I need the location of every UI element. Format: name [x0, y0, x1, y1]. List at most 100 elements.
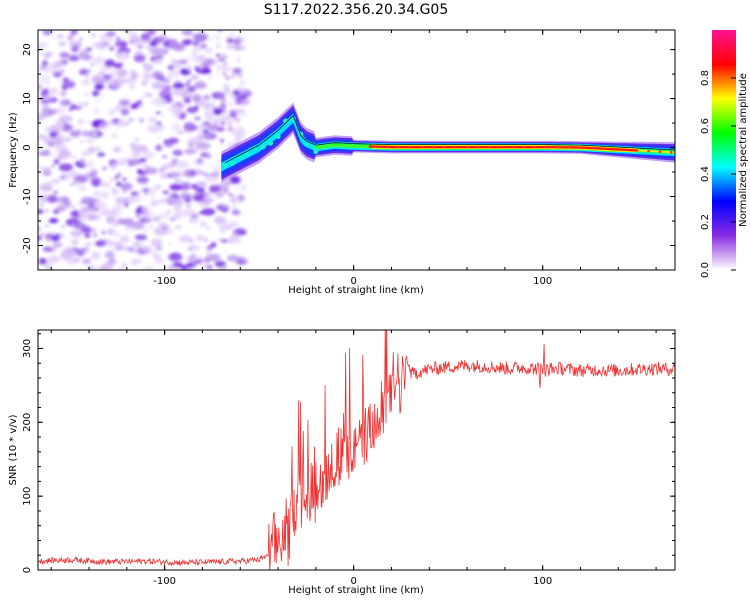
- noise-blob: [197, 133, 206, 140]
- noise-blob: [228, 122, 232, 126]
- noise-blob: [38, 218, 42, 222]
- noise-blob: [232, 205, 236, 209]
- noise-blob: [61, 85, 68, 91]
- noise-blob: [92, 232, 98, 238]
- noise-blob: [228, 193, 233, 197]
- noise-blob: [195, 34, 207, 43]
- noise-blob: [169, 41, 176, 45]
- noise-blob: [230, 75, 235, 79]
- noise-blob: [74, 105, 83, 110]
- noise-blob: [47, 108, 58, 115]
- noise-blob: [42, 94, 52, 101]
- noise-blob: [53, 191, 59, 194]
- noise-blob: [139, 157, 147, 163]
- noise-blob: [103, 194, 109, 198]
- noise-blob: [162, 155, 167, 158]
- noise-blob: [106, 31, 116, 37]
- noise-blob: [203, 94, 211, 100]
- noise-blob: [225, 35, 229, 38]
- noise-blob: [46, 195, 58, 204]
- spectrogram-ytick-label: 20: [22, 43, 33, 56]
- noise-blob: [79, 160, 87, 166]
- noise-blob: [52, 139, 63, 146]
- noise-blob: [111, 188, 118, 193]
- noise-blob: [225, 66, 233, 71]
- noise-blob: [71, 155, 78, 160]
- noise-blob: [73, 180, 81, 185]
- noise-blob: [38, 235, 43, 241]
- noise-blob: [68, 54, 80, 62]
- noise-blob: [78, 185, 87, 192]
- noise-blob: [79, 217, 84, 221]
- noise-blob: [134, 44, 138, 47]
- noise-blob: [115, 196, 130, 205]
- noise-blob: [38, 164, 43, 169]
- noise-blob: [81, 130, 91, 137]
- noise-blob: [159, 169, 163, 172]
- noise-blob: [49, 124, 64, 133]
- noise-blob: [79, 139, 84, 143]
- noise-blob: [194, 105, 199, 110]
- noise-blob: [219, 229, 225, 234]
- noise-blob: [181, 39, 192, 46]
- noise-blob: [49, 87, 58, 96]
- noise-blob: [38, 209, 44, 214]
- ridge-dot: [397, 145, 401, 149]
- noise-blob: [218, 237, 223, 243]
- noise-blob: [108, 161, 118, 170]
- ridge-dot: [545, 145, 548, 149]
- noise-blob: [236, 55, 242, 60]
- noise-blob: [142, 228, 148, 232]
- noise-blob: [70, 169, 77, 175]
- noise-blob: [96, 215, 101, 219]
- noise-blob: [59, 99, 72, 107]
- noise-blob: [89, 266, 99, 270]
- noise-blob: [51, 154, 56, 158]
- noise-blob: [84, 74, 90, 80]
- noise-blob: [154, 184, 162, 190]
- noise-blob: [204, 102, 215, 110]
- snr-ylabel: SNR (10 * v/v): [8, 414, 19, 485]
- noise-blob: [123, 78, 127, 81]
- noise-blob: [92, 132, 97, 136]
- noise-blob: [227, 142, 235, 146]
- noise-blob: [101, 231, 106, 234]
- noise-blob: [234, 96, 240, 101]
- noise-blob: [192, 55, 205, 63]
- noise-blob: [50, 178, 62, 184]
- noise-blob: [223, 98, 227, 103]
- noise-blob: [139, 216, 152, 224]
- noise-blob: [147, 125, 162, 133]
- noise-blob: [172, 87, 188, 97]
- noise-blob: [142, 63, 147, 66]
- noise-blob: [129, 143, 136, 147]
- noise-blob: [172, 212, 181, 220]
- noise-blob: [84, 233, 92, 238]
- noise-blob: [151, 250, 156, 253]
- noise-blob: [200, 43, 207, 49]
- noise-blob: [40, 185, 53, 192]
- noise-blob: [232, 67, 242, 75]
- noise-blob: [118, 119, 127, 127]
- noise-blob: [42, 30, 52, 36]
- noise-blob: [67, 128, 71, 132]
- noise-blob: [222, 189, 229, 194]
- noise-blob: [236, 59, 240, 63]
- noise-blob: [85, 47, 93, 52]
- noise-blob: [51, 233, 60, 242]
- ridge-blob: [222, 162, 228, 168]
- noise-blob: [178, 130, 185, 134]
- noise-blob: [122, 177, 127, 181]
- ridge-dot: [420, 145, 424, 149]
- ridge-dot: [556, 145, 560, 149]
- noise-blob: [86, 120, 91, 124]
- ridge-reference-line: [224, 114, 675, 164]
- ridge-dot: [511, 145, 514, 149]
- noise-blob: [99, 122, 108, 130]
- noise-blob: [201, 58, 217, 67]
- noise-blob: [78, 51, 89, 60]
- noise-blob: [222, 52, 226, 56]
- noise-blob: [142, 188, 150, 193]
- noise-blob: [87, 160, 94, 167]
